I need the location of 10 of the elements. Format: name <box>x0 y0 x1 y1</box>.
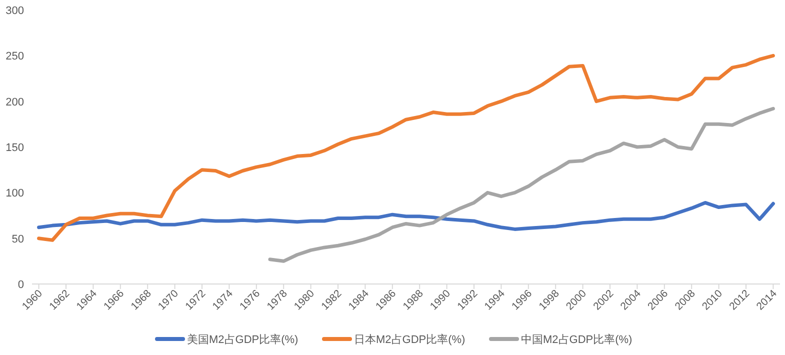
legend-label: 中国M2占GDP比率(%) <box>521 333 632 346</box>
legend-label: 日本M2占GDP比率(%) <box>354 333 466 346</box>
y-tick-label: 200 <box>6 96 24 108</box>
y-tick-label: 150 <box>6 142 24 154</box>
y-tick-label: 300 <box>6 5 24 17</box>
y-tick-label: 50 <box>12 233 24 246</box>
legend-label: 美国M2占GDP比率(%) <box>187 333 298 346</box>
y-tick-label: 100 <box>6 188 24 200</box>
y-tick-label: 250 <box>6 50 24 63</box>
y-tick-label: 0 <box>18 279 24 291</box>
